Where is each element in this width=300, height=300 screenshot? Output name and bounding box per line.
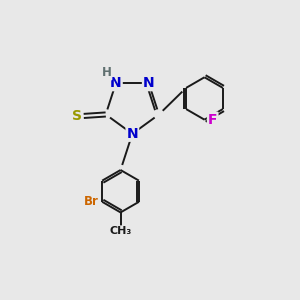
- Text: N: N: [110, 76, 122, 90]
- Text: N: N: [143, 76, 154, 90]
- Text: S: S: [72, 109, 82, 123]
- Text: Br: Br: [84, 195, 98, 208]
- Text: CH₃: CH₃: [110, 226, 132, 236]
- Text: H: H: [101, 66, 111, 80]
- Text: F: F: [208, 113, 218, 127]
- Text: N: N: [127, 127, 138, 141]
